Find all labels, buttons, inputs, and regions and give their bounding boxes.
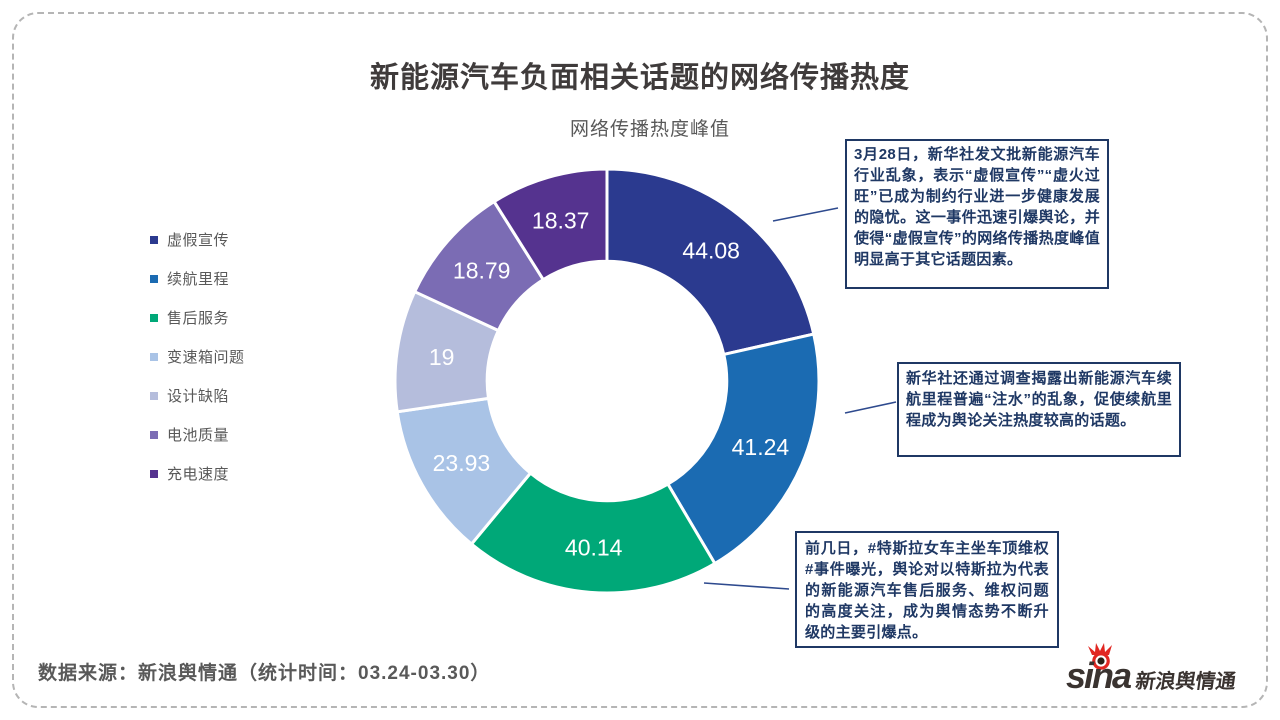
legend-swatch <box>150 313 158 322</box>
legend-item: 电池质量 <box>150 415 245 454</box>
slice-value-label: 18.37 <box>532 208 590 234</box>
sina-yuqingtong-logo: sina 新浪舆情通 <box>1066 642 1256 700</box>
chart-legend: 虚假宣传 续航里程 售后服务 变速箱问题 设计缺陷 电池质量 充电速度 <box>150 220 245 493</box>
slice-value-label: 40.14 <box>565 535 623 561</box>
legend-item: 充电速度 <box>150 454 245 493</box>
legend-label: 电池质量 <box>167 427 230 444</box>
donut-chart: 44.08 41.24 40.14 23.93 19 18.79 18.37 <box>393 167 821 595</box>
sina-eye-icon <box>1088 643 1112 670</box>
legend-swatch <box>150 352 158 361</box>
slice-value-label: 44.08 <box>682 238 740 264</box>
legend-label: 虚假宣传 <box>167 232 230 249</box>
legend-swatch <box>150 274 158 283</box>
sina-wordmark: sina <box>1066 655 1132 696</box>
donut-segment <box>492 167 609 282</box>
legend-swatch <box>150 469 158 478</box>
callout-line-middle <box>844 401 897 414</box>
page-title: 新能源汽车负面相关话题的网络传播热度 <box>369 62 910 94</box>
slice-value-label: 23.93 <box>433 450 491 476</box>
slice-value-label: 18.79 <box>453 258 511 284</box>
annotation-box-driving-range: 新华社还通过调查揭露出新能源汽车续航里程普遍“注水”的乱象，促使续航里程成为舆论… <box>897 362 1181 457</box>
legend-swatch <box>150 391 158 400</box>
slice-value-label: 41.24 <box>732 434 790 460</box>
donut-segment <box>469 471 717 595</box>
sina-cn-wordmark: 新浪舆情通 <box>1134 671 1238 693</box>
legend-label: 变速箱问题 <box>167 349 245 366</box>
sina-logo-text: sina 新浪舆情通 <box>1066 655 1238 696</box>
legend-label: 售后服务 <box>167 310 230 327</box>
legend-label: 续航里程 <box>167 271 230 288</box>
legend-item: 售后服务 <box>150 298 245 337</box>
donut-segment <box>666 332 821 566</box>
legend-label: 设计缺陷 <box>167 388 230 405</box>
legend-item: 续航里程 <box>150 259 245 298</box>
legend-label: 充电速度 <box>167 466 230 483</box>
legend-item: 设计缺陷 <box>150 376 245 415</box>
legend-item: 虚假宣传 <box>150 220 245 259</box>
data-source-note: 数据来源：新浪舆情通（统计时间：03.24-03.30） <box>38 663 491 684</box>
annotation-box-after-sales: 前几日，#特斯拉女车主坐车顶维权#事件曝光，舆论对以特斯拉为代表的新能源汽车售后… <box>795 531 1059 648</box>
legend-swatch <box>150 235 158 244</box>
annotation-box-false-advertising: 3月28日，新华社发文批新能源汽车行业乱象，表示“虚假宣传”“虚火过旺”已成为制… <box>845 139 1109 289</box>
slice-value-label: 19 <box>429 344 455 370</box>
donut-segment <box>605 167 816 356</box>
legend-swatch <box>150 430 158 439</box>
chart-title: 网络传播热度峰值 <box>569 119 730 140</box>
legend-item: 变速箱问题 <box>150 337 245 376</box>
